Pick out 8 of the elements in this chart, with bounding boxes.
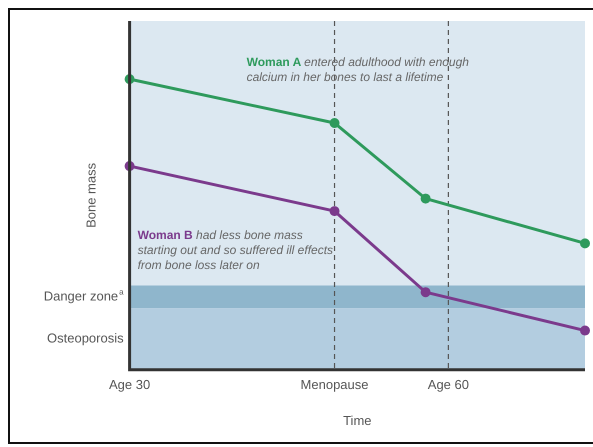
- x-tick-label: Age 60: [428, 377, 469, 392]
- x-tick-label: Menopause: [300, 377, 369, 392]
- band-label: Osteoporosis: [47, 330, 124, 346]
- y-axis-title: Bone mass: [83, 162, 98, 228]
- x-tick-label: Age 30: [109, 377, 150, 392]
- x-axis-title: Time: [343, 412, 372, 428]
- text: Woman B: [138, 228, 194, 242]
- text: Woman A: [246, 55, 302, 69]
